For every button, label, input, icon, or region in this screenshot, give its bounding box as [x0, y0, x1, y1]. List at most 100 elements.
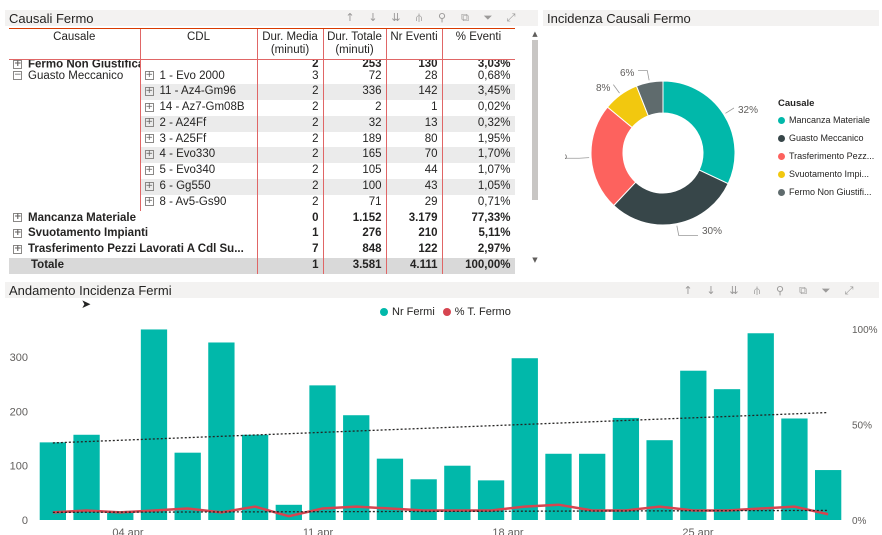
double-arrow-down-icon[interactable]: ⇊ — [729, 284, 739, 297]
line-pct-t-fermo[interactable] — [52, 503, 829, 518]
expand-icon[interactable]: + — [144, 85, 154, 96]
expand-icon[interactable]: + — [144, 164, 154, 175]
bar-nr-fermi[interactable] — [410, 479, 437, 520]
bar-nr-fermi[interactable] — [477, 480, 505, 520]
table-row[interactable]: +11 - Az4-Gm96 2 336 142 3,45% — [9, 84, 515, 101]
trend-legend: Nr Fermi % T. Fermo — [380, 306, 511, 318]
bar-nr-fermi[interactable] — [680, 370, 707, 520]
col-header-dur-totale[interactable]: Dur. Totale (minuti) — [323, 29, 387, 60]
trend-line-nr-fermi — [52, 411, 829, 444]
collapse-icon[interactable]: − — [13, 69, 22, 80]
expand-icon[interactable]: + — [144, 101, 154, 112]
table-row[interactable]: + Mancanza Materiale 0 1.152 3.179 77,33% — [9, 210, 515, 227]
donut-data-label: 24% — [565, 151, 567, 162]
focus-mode-icon[interactable]: ⤢ — [844, 284, 854, 297]
table-row[interactable]: +8 - Av5-Gs90 2 71 29 0,71% — [9, 194, 515, 211]
row-media: 2 — [257, 179, 324, 195]
trend-visual-header — [5, 282, 879, 298]
bar-nr-fermi[interactable] — [275, 504, 302, 520]
arrow-up-icon[interactable]: ↑ — [345, 11, 355, 24]
row-totale: 253 — [323, 59, 387, 69]
double-arrow-down-icon[interactable]: ⇊ — [391, 11, 401, 24]
bar-nr-fermi[interactable] — [545, 453, 572, 520]
table-row[interactable]: − Guasto Meccanico +1 - Evo 2000 3 72 28 0,68% — [9, 68, 515, 85]
expand-icon[interactable]: + — [144, 69, 154, 80]
legend-item[interactable]: Trasferimento Pezz... — [778, 147, 874, 165]
bar-nr-fermi[interactable] — [140, 329, 168, 520]
expand-icon[interactable]: + — [13, 243, 22, 254]
col-header-dur-media[interactable]: Dur. Media (minuti) — [257, 29, 324, 60]
row-causale: + Trasferimento Pezzi Lavorati A Cdl Su..… — [9, 242, 258, 259]
expand-icon[interactable]: + — [144, 117, 154, 128]
pin-icon[interactable]: ⚲ — [775, 284, 785, 297]
arrow-down-icon[interactable]: ↓ — [706, 284, 716, 297]
scroll-down-icon[interactable]: ▼ — [532, 256, 538, 264]
col-header-causale[interactable]: Causale — [9, 29, 141, 60]
copy-icon[interactable]: ⧉ — [799, 284, 807, 297]
bar-nr-fermi[interactable] — [511, 358, 538, 520]
row-media: 1 — [257, 226, 324, 243]
table-row[interactable]: + Svuotamento Impianti 1 276 210 5,11% — [9, 226, 515, 243]
expand-icon[interactable]: + — [13, 59, 22, 69]
table-row[interactable]: +6 - Gg550 2 100 43 1,05% — [9, 179, 515, 195]
mouse-cursor-icon: ➤ — [81, 297, 92, 311]
row-causale: − Guasto Meccanico — [9, 68, 141, 85]
table-row[interactable]: + Trasferimento Pezzi Lavorati A Cdl Su..… — [9, 242, 515, 259]
legend-item-nr-fermi[interactable]: Nr Fermi — [380, 306, 435, 318]
bar-nr-fermi[interactable] — [208, 342, 235, 520]
row-eventi: 142 — [386, 84, 443, 101]
table-row[interactable]: +14 - Az7-Gm08B 2 2 1 0,02% — [9, 100, 515, 116]
bar-nr-fermi[interactable] — [309, 385, 336, 520]
bar-nr-fermi[interactable] — [376, 458, 404, 520]
table-row[interactable]: +3 - A25Ff 2 189 80 1,95% — [9, 131, 515, 148]
donut-slice[interactable] — [635, 80, 664, 117]
expand-icon[interactable]: + — [144, 148, 154, 159]
legend-item[interactable]: Svuotamento Impi... — [778, 165, 874, 183]
scroll-up-icon[interactable]: ▲ — [532, 30, 538, 38]
table-row[interactable]: +5 - Evo340 2 105 44 1,07% — [9, 163, 515, 180]
expand-icon[interactable]: + — [13, 212, 22, 223]
copy-icon[interactable]: ⧉ — [461, 11, 469, 24]
bar-nr-fermi[interactable] — [781, 418, 808, 520]
bar-nr-fermi[interactable] — [73, 434, 100, 520]
bar-nr-fermi[interactable] — [747, 333, 774, 520]
bar-nr-fermi[interactable] — [612, 417, 640, 520]
filter-icon[interactable]: ⏷ — [821, 284, 831, 297]
bar-nr-fermi[interactable] — [343, 415, 370, 520]
table-row[interactable]: +4 - Evo330 2 165 70 1,70% — [9, 147, 515, 164]
legend-item[interactable]: Fermo Non Giustifi... — [778, 183, 874, 201]
filter-icon[interactable]: ⏷ — [483, 11, 493, 24]
table-scrollbar[interactable]: ▲ ▼ — [530, 28, 540, 268]
arrow-down-icon[interactable]: ↓ — [368, 11, 378, 24]
row-media: 2 — [257, 59, 324, 69]
row-totale: 32 — [323, 115, 387, 132]
col-header-nr-eventi[interactable]: Nr Eventi — [386, 29, 443, 60]
bar-nr-fermi[interactable] — [107, 511, 134, 520]
legend-item[interactable]: Mancanza Materiale — [778, 111, 874, 129]
expand-icon[interactable]: + — [144, 196, 154, 207]
bar-nr-fermi[interactable] — [39, 442, 67, 520]
scroll-thumb[interactable] — [532, 40, 538, 200]
donut-slice[interactable] — [613, 169, 729, 226]
legend-dot-icon — [778, 152, 785, 160]
row-totale: 189 — [323, 131, 387, 148]
donut-slice[interactable] — [662, 80, 736, 185]
col-header-cdl[interactable]: CDL — [140, 29, 258, 60]
legend-item-pct-t-fermo[interactable]: % T. Fermo — [442, 306, 511, 318]
bar-nr-fermi[interactable] — [713, 389, 741, 520]
pin-icon[interactable]: ⚲ — [437, 11, 447, 24]
row-cdl: +2 - A24Ff — [140, 115, 258, 132]
hierarchy-icon[interactable]: ⫛ — [753, 284, 761, 297]
expand-icon[interactable]: + — [144, 133, 154, 144]
row-totale: 2 — [323, 100, 387, 116]
expand-icon[interactable]: + — [144, 180, 154, 191]
focus-mode-icon[interactable]: ⤢ — [506, 11, 516, 24]
total-media: 1 — [257, 258, 324, 274]
expand-icon[interactable]: + — [13, 227, 22, 238]
hierarchy-icon[interactable]: ⫛ — [415, 11, 423, 24]
arrow-up-icon[interactable]: ↑ — [683, 284, 693, 297]
col-header-pct-eventi[interactable]: % Eventi — [442, 29, 515, 60]
y-left-tick-label: 0 — [22, 515, 28, 527]
legend-item[interactable]: Guasto Meccanico — [778, 129, 874, 147]
table-row[interactable]: +2 - A24Ff 2 32 13 0,32% — [9, 115, 515, 132]
